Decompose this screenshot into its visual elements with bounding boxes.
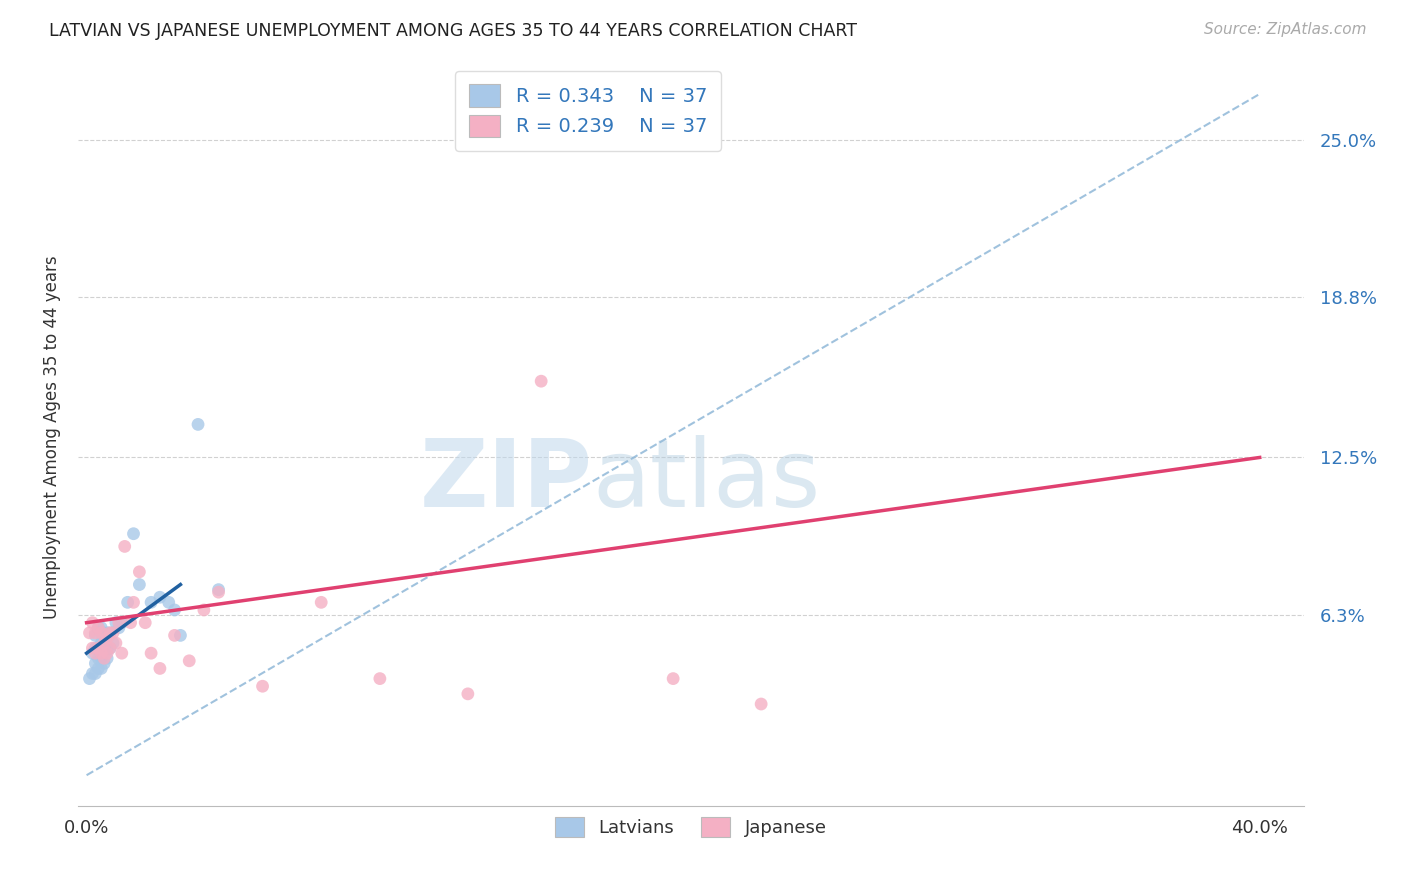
Point	[207, 585, 229, 599]
Point	[749, 697, 772, 711]
Point	[309, 595, 332, 609]
Point	[87, 661, 110, 675]
Point	[82, 646, 104, 660]
Point	[98, 625, 121, 640]
Point	[87, 651, 110, 665]
Point	[90, 621, 112, 635]
Legend: Latvians, Japanese: Latvians, Japanese	[548, 809, 834, 845]
Point	[157, 595, 180, 609]
Point	[90, 636, 112, 650]
Point	[139, 595, 162, 609]
Point	[93, 657, 115, 671]
Y-axis label: Unemployment Among Ages 35 to 44 years: Unemployment Among Ages 35 to 44 years	[44, 255, 60, 619]
Point	[96, 651, 118, 665]
Point	[662, 672, 685, 686]
Point	[128, 565, 150, 579]
Point	[96, 646, 118, 660]
Point	[87, 641, 110, 656]
Point	[149, 591, 172, 605]
Point	[187, 417, 209, 432]
Point	[90, 661, 112, 675]
Point	[96, 631, 118, 645]
Point	[128, 577, 150, 591]
Point	[96, 625, 118, 640]
Text: LATVIAN VS JAPANESE UNEMPLOYMENT AMONG AGES 35 TO 44 YEARS CORRELATION CHART: LATVIAN VS JAPANESE UNEMPLOYMENT AMONG A…	[49, 22, 858, 40]
Point	[93, 636, 115, 650]
Point	[163, 603, 186, 617]
Point	[169, 628, 191, 642]
Point	[82, 666, 104, 681]
Point	[87, 621, 110, 635]
Point	[111, 646, 134, 660]
Point	[79, 672, 101, 686]
Point	[368, 672, 391, 686]
Point	[98, 641, 121, 656]
Point	[101, 625, 124, 640]
Point	[101, 636, 124, 650]
Point	[90, 651, 112, 665]
Point	[104, 615, 127, 630]
Point	[93, 646, 115, 660]
Point	[79, 625, 101, 640]
Text: Source: ZipAtlas.com: Source: ZipAtlas.com	[1204, 22, 1367, 37]
Point	[149, 661, 172, 675]
Point	[111, 615, 134, 630]
Point	[207, 582, 229, 597]
Point	[93, 636, 115, 650]
Point	[93, 651, 115, 665]
Point	[84, 641, 107, 656]
Point	[193, 603, 215, 617]
Point	[87, 621, 110, 635]
Point	[108, 615, 131, 630]
Point	[108, 621, 131, 635]
Point	[90, 625, 112, 640]
Point	[98, 641, 121, 656]
Point	[457, 687, 479, 701]
Text: atlas: atlas	[593, 435, 821, 527]
Point	[84, 657, 107, 671]
Point	[134, 615, 156, 630]
Point	[84, 666, 107, 681]
Text: ZIP: ZIP	[420, 435, 593, 527]
Point	[122, 526, 145, 541]
Point	[139, 646, 162, 660]
Point	[252, 679, 274, 693]
Point	[84, 646, 107, 660]
Point	[120, 615, 142, 630]
Point	[114, 540, 136, 554]
Point	[87, 641, 110, 656]
Point	[98, 625, 121, 640]
Point	[84, 628, 107, 642]
Point	[104, 636, 127, 650]
Point	[84, 625, 107, 640]
Point	[96, 641, 118, 656]
Point	[530, 374, 553, 388]
Point	[82, 641, 104, 656]
Point	[82, 615, 104, 630]
Point	[179, 654, 201, 668]
Point	[163, 628, 186, 642]
Point	[122, 595, 145, 609]
Point	[117, 595, 139, 609]
Point	[90, 646, 112, 660]
